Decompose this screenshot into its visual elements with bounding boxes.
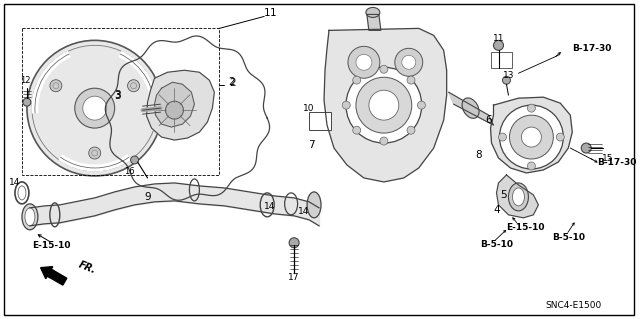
Circle shape xyxy=(502,76,511,84)
Polygon shape xyxy=(324,28,447,182)
Ellipse shape xyxy=(513,188,524,206)
Text: 5: 5 xyxy=(500,190,507,200)
Text: 15: 15 xyxy=(602,153,614,162)
Circle shape xyxy=(380,137,388,145)
Circle shape xyxy=(131,156,139,164)
Text: B-17-30: B-17-30 xyxy=(598,159,637,167)
Circle shape xyxy=(50,80,62,92)
Circle shape xyxy=(348,46,380,78)
Text: 1: 1 xyxy=(270,8,276,19)
Circle shape xyxy=(75,88,115,128)
Circle shape xyxy=(353,126,361,134)
Ellipse shape xyxy=(462,98,479,118)
Text: 13: 13 xyxy=(503,71,514,80)
Circle shape xyxy=(353,76,361,84)
Ellipse shape xyxy=(22,204,38,230)
Polygon shape xyxy=(147,70,214,140)
Text: 16: 16 xyxy=(124,167,135,176)
Text: 14: 14 xyxy=(298,207,310,216)
Circle shape xyxy=(342,101,350,109)
Polygon shape xyxy=(497,175,538,218)
Circle shape xyxy=(23,98,31,106)
Text: 9: 9 xyxy=(144,192,151,202)
Text: 3: 3 xyxy=(115,91,121,101)
Circle shape xyxy=(356,77,412,133)
Circle shape xyxy=(289,238,299,248)
Circle shape xyxy=(402,55,416,69)
Text: 10: 10 xyxy=(303,104,315,113)
Ellipse shape xyxy=(508,183,529,211)
Text: 1: 1 xyxy=(264,8,271,19)
Circle shape xyxy=(369,90,399,120)
Text: FR.: FR. xyxy=(77,260,97,276)
Text: 3: 3 xyxy=(115,90,121,100)
Polygon shape xyxy=(367,14,381,30)
Bar xyxy=(309,112,331,130)
Text: E-15-10: E-15-10 xyxy=(33,241,71,250)
Text: 2: 2 xyxy=(229,78,236,88)
Circle shape xyxy=(493,41,504,50)
Bar xyxy=(490,52,513,68)
Circle shape xyxy=(527,104,536,112)
Text: 2: 2 xyxy=(228,77,235,87)
Circle shape xyxy=(417,101,426,109)
Text: 11: 11 xyxy=(493,34,504,43)
FancyArrow shape xyxy=(40,267,67,285)
Circle shape xyxy=(407,126,415,134)
Text: B-17-30: B-17-30 xyxy=(573,44,612,53)
Circle shape xyxy=(527,162,536,170)
Circle shape xyxy=(380,65,388,73)
Text: 6: 6 xyxy=(485,115,492,125)
Ellipse shape xyxy=(18,186,26,200)
Text: E-15-10: E-15-10 xyxy=(506,223,545,232)
Circle shape xyxy=(556,133,564,141)
Circle shape xyxy=(522,127,541,147)
Text: 12: 12 xyxy=(20,76,30,85)
Circle shape xyxy=(166,101,184,119)
Circle shape xyxy=(89,147,100,159)
Text: 17: 17 xyxy=(289,273,300,282)
Circle shape xyxy=(27,41,163,176)
Text: 8: 8 xyxy=(476,150,482,160)
Ellipse shape xyxy=(25,208,35,226)
Circle shape xyxy=(356,54,372,70)
Polygon shape xyxy=(490,97,572,173)
Ellipse shape xyxy=(366,7,380,18)
Circle shape xyxy=(127,80,140,92)
Text: 14: 14 xyxy=(9,178,20,188)
Circle shape xyxy=(83,96,107,120)
Text: B-5-10: B-5-10 xyxy=(480,240,513,249)
Text: 14: 14 xyxy=(264,202,275,211)
Circle shape xyxy=(509,115,554,159)
Ellipse shape xyxy=(307,192,321,218)
Circle shape xyxy=(499,105,563,169)
Polygon shape xyxy=(154,82,195,127)
Circle shape xyxy=(499,133,506,141)
Circle shape xyxy=(395,48,423,76)
Circle shape xyxy=(346,67,422,143)
Text: 7: 7 xyxy=(308,140,314,150)
Polygon shape xyxy=(449,92,493,125)
Text: SNC4-E1500: SNC4-E1500 xyxy=(545,301,602,310)
Circle shape xyxy=(407,76,415,84)
Circle shape xyxy=(581,143,591,153)
Text: B-5-10: B-5-10 xyxy=(552,233,585,242)
Text: 4: 4 xyxy=(493,205,500,215)
